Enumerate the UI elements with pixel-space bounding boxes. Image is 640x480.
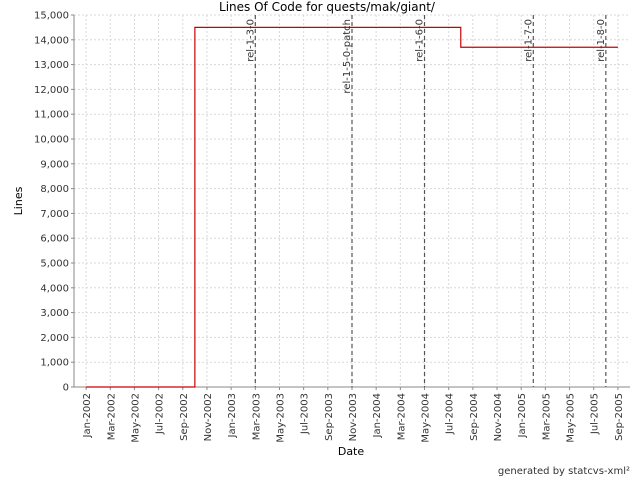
marker-label: rel-1-6-0 [415,19,426,62]
y-tick-label: 3,000 [40,308,69,319]
data-line [86,26,618,388]
y-tick-label: 12,000 [34,85,69,96]
y-axis-title: Lines [12,186,25,215]
marker-label: rel-1-8-0 [596,19,607,62]
y-tick-label: 10,000 [34,135,69,146]
y-tick-label: 2,000 [40,333,69,344]
x-tick-label: May-2005 [566,393,577,443]
x-tick-label: Nov-2002 [203,393,214,441]
x-tick-label: Jan-2005 [517,393,528,438]
y-tick-label: 14,000 [34,35,69,46]
x-tick-label: May-2002 [130,393,141,443]
x-tick-label: Nov-2003 [348,393,359,441]
y-tick-label: 15,000 [34,11,69,22]
y-tick-label: 13,000 [34,60,69,71]
marker-label: rel-1-5-0-patch [342,19,353,94]
x-tick-label: Mar-2002 [106,393,117,440]
x-tick-label: Jul-2004 [445,393,456,435]
y-tick-label: 1,000 [40,358,69,369]
x-tick-label: Jan-2004 [372,393,383,438]
x-tick-label: Sep-2002 [179,393,190,441]
x-tick-label: May-2003 [275,393,286,443]
x-tick-label: Sep-2005 [614,393,625,441]
x-tick-label: Sep-2004 [469,393,480,441]
y-tick-label: 0 [63,383,69,394]
y-tick-label: 5,000 [40,259,69,270]
chart-title: Lines Of Code for quests/mak/giant/ [219,0,436,14]
y-tick-label: 4,000 [40,283,69,294]
x-tick-label: Jul-2002 [155,393,166,435]
x-tick-label: Mar-2004 [396,393,407,440]
x-tick-label: Jan-2002 [82,393,93,438]
x-tick-label: Mar-2003 [251,393,262,440]
x-tick-label: Jul-2003 [300,393,311,435]
y-tick-label: 6,000 [40,234,69,245]
marker-label: rel-1-3-0 [245,19,256,62]
x-tick-label: Mar-2005 [541,393,552,440]
x-tick-label: Sep-2003 [324,393,335,441]
x-tick-label: Jul-2005 [590,393,601,435]
y-tick-label: 8,000 [40,184,69,195]
y-tick-label: 9,000 [40,159,69,170]
x-tick-label: Jan-2003 [227,393,238,438]
x-tick-label: May-2004 [421,393,432,443]
x-axis-title: Date [338,445,365,458]
y-tick-label: 11,000 [34,110,69,121]
x-tick-label: Nov-2004 [493,393,504,441]
marker-label: rel-1-7-0 [523,19,534,62]
footer: generated by statcvs-xml² [498,466,630,477]
y-tick-label: 7,000 [40,209,69,220]
